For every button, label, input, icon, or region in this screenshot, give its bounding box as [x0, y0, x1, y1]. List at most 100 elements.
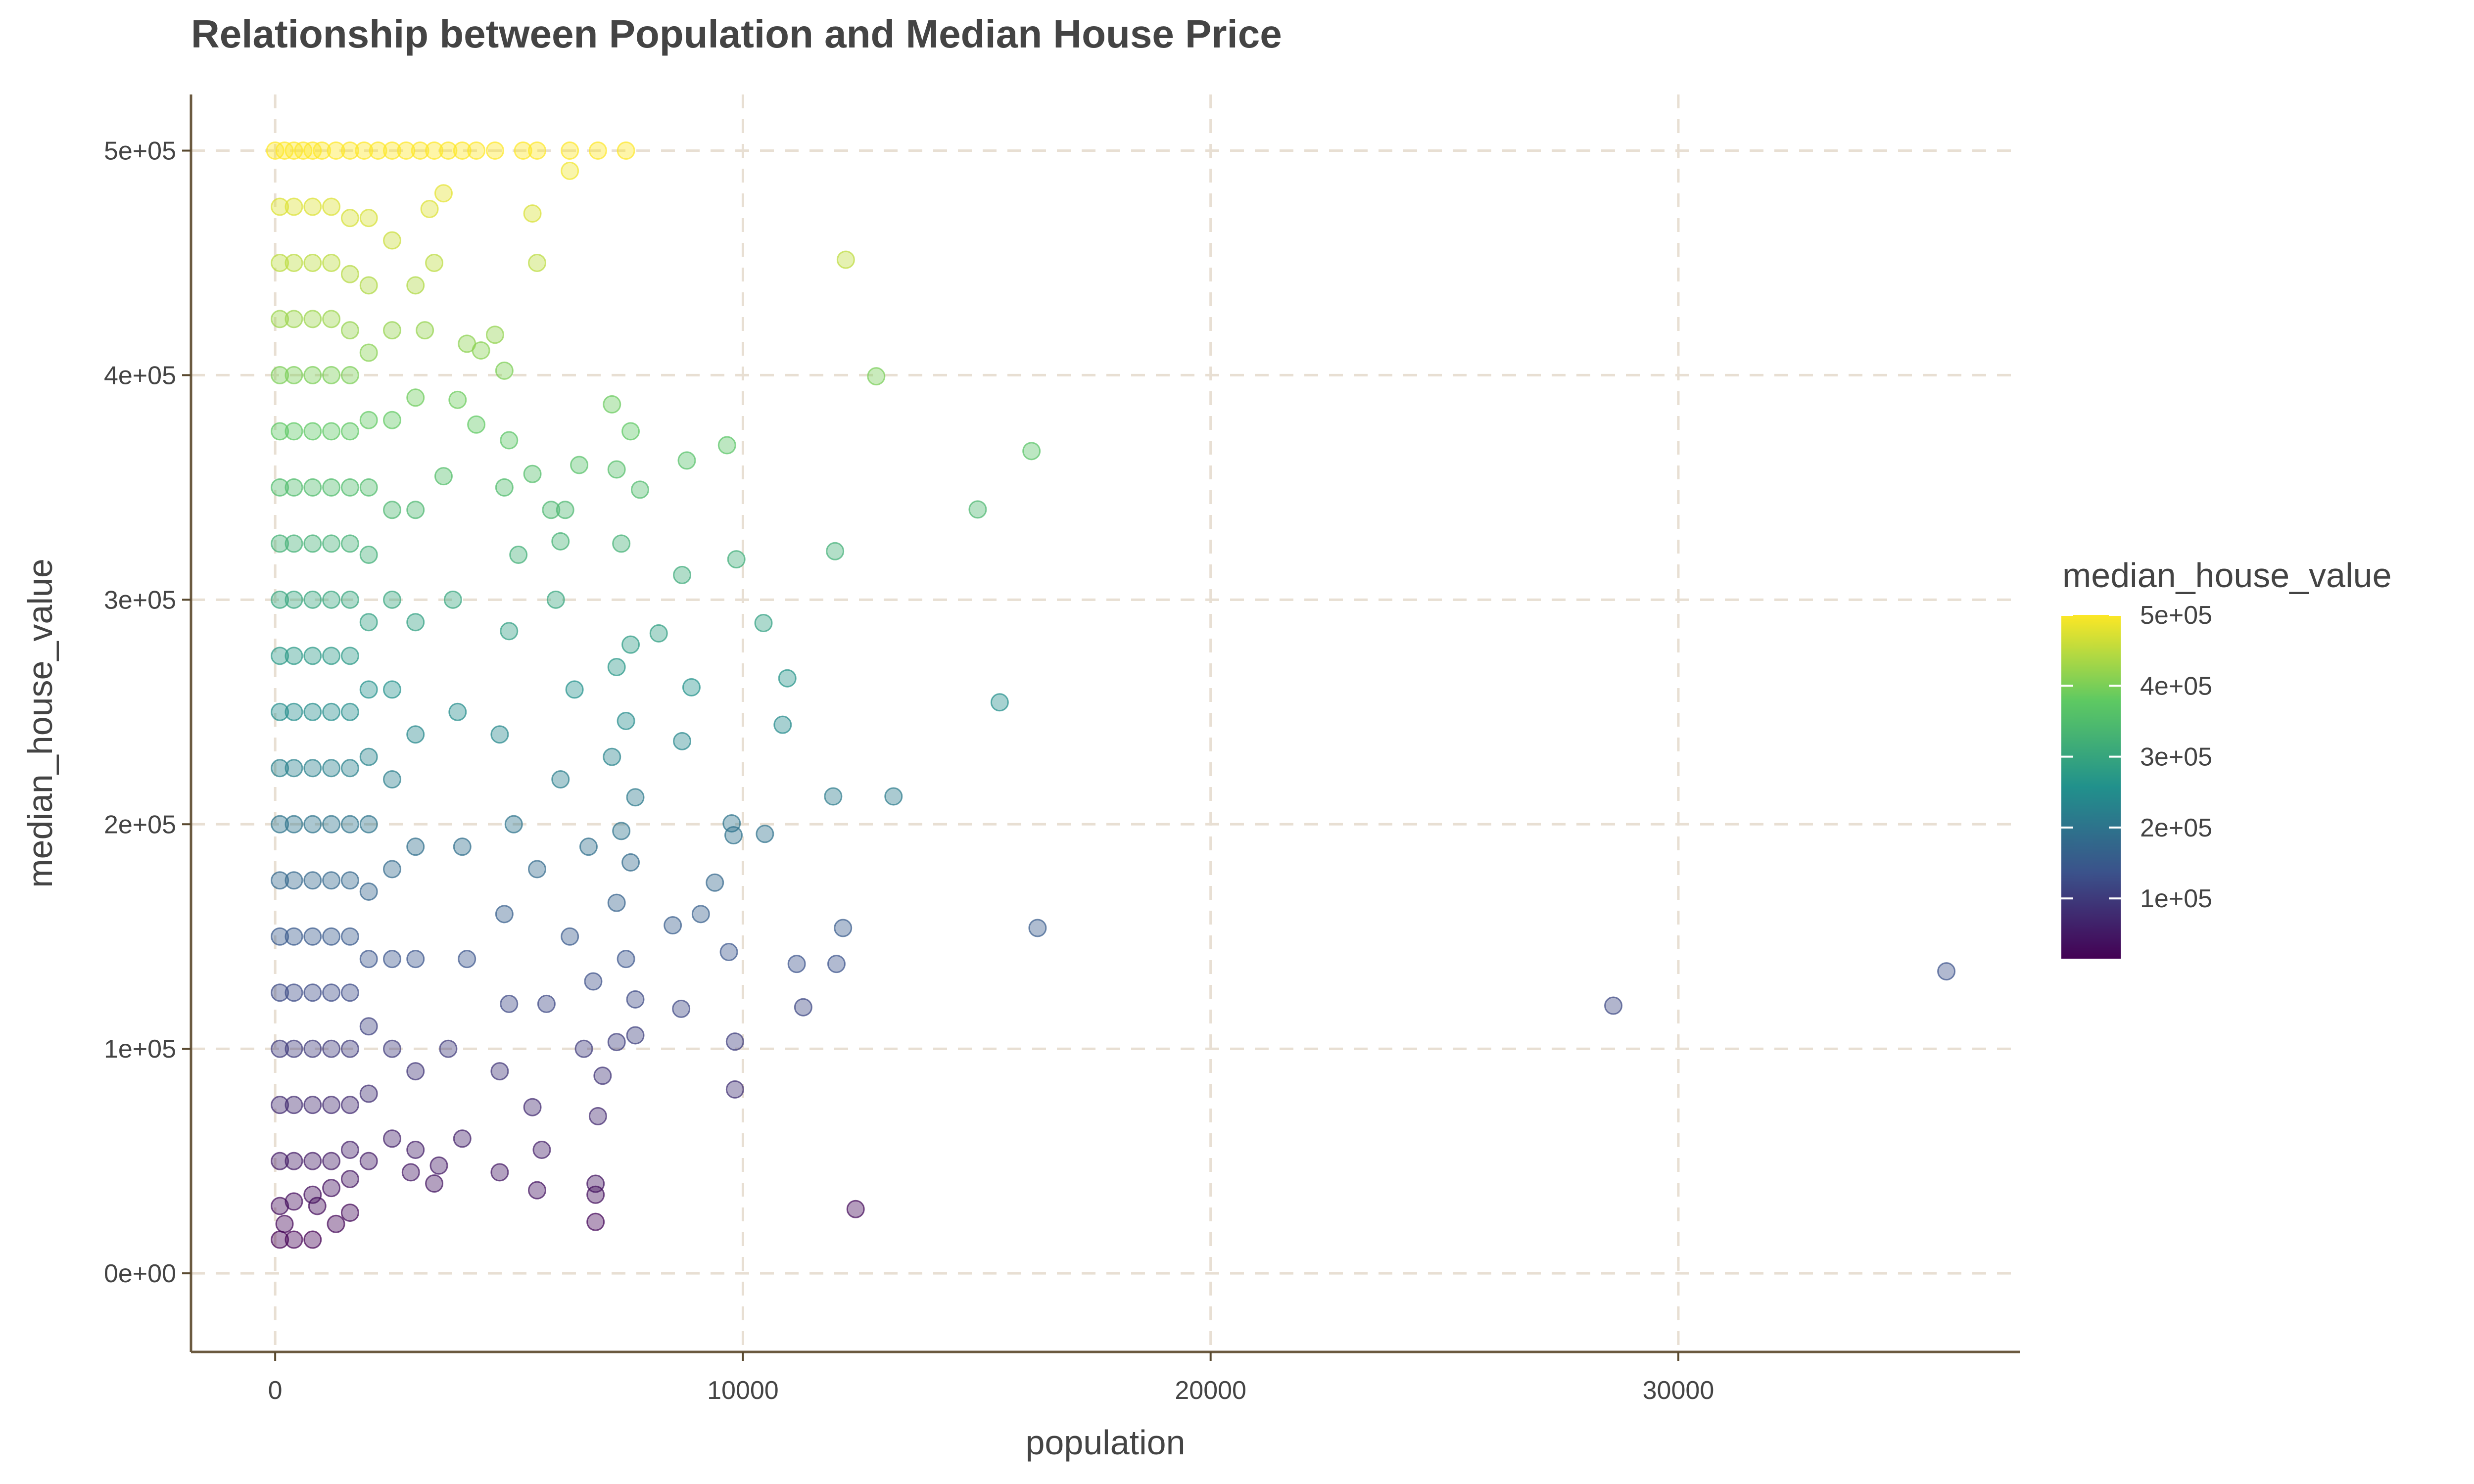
data-point	[322, 1039, 341, 1058]
data-point	[406, 837, 425, 856]
data-point	[621, 853, 640, 872]
data-point	[561, 141, 579, 160]
data-point	[724, 826, 743, 845]
data-point	[382, 411, 401, 429]
data-point	[453, 837, 472, 856]
data-point	[303, 983, 322, 1002]
data-point	[527, 1181, 546, 1200]
data-point	[285, 478, 303, 497]
data-point	[359, 478, 378, 497]
data-point	[382, 321, 401, 340]
data-point	[285, 534, 303, 553]
data-point	[458, 334, 476, 353]
data-point	[303, 197, 322, 216]
data-point	[303, 422, 322, 441]
data-point	[285, 759, 303, 778]
data-point	[285, 647, 303, 665]
data-point	[359, 343, 378, 362]
colorbar	[2061, 615, 2121, 959]
data-point	[406, 501, 425, 519]
data-point	[500, 994, 519, 1013]
x-tick-label: 30000	[1643, 1376, 1714, 1405]
data-point	[406, 388, 425, 407]
data-point	[827, 955, 846, 974]
data-point	[586, 1212, 605, 1231]
data-point	[303, 1152, 322, 1170]
data-point	[406, 276, 425, 295]
data-point	[271, 871, 289, 890]
data-point	[340, 321, 359, 340]
data-point	[500, 622, 519, 641]
data-point	[453, 1129, 472, 1148]
data-point	[322, 1096, 341, 1114]
data-point	[607, 460, 626, 479]
data-point	[649, 624, 668, 643]
data-point	[824, 787, 843, 806]
data-point	[439, 141, 458, 160]
data-point	[754, 614, 773, 633]
data-point	[382, 770, 401, 788]
data-point	[556, 501, 574, 519]
data-point	[322, 422, 341, 441]
data-point	[285, 1152, 303, 1170]
data-point	[285, 1192, 303, 1211]
x-axis-title: population	[1025, 1423, 1185, 1462]
data-point	[285, 1096, 303, 1114]
data-point	[303, 927, 322, 946]
data-point	[717, 436, 736, 455]
colorbar-tick-label: 1e+05	[2140, 884, 2212, 913]
data-point	[303, 1039, 322, 1058]
data-point	[382, 860, 401, 879]
data-point	[612, 822, 631, 840]
data-point	[303, 815, 322, 834]
data-point	[607, 893, 626, 912]
data-point	[411, 141, 429, 160]
data-point	[322, 759, 341, 778]
data-point	[303, 253, 322, 272]
y-tick-label: 0e+00	[104, 1259, 176, 1288]
data-point	[617, 141, 635, 160]
data-point	[303, 1185, 322, 1204]
data-point	[359, 209, 378, 228]
data-point	[359, 276, 378, 295]
data-point	[313, 141, 332, 160]
data-point	[884, 787, 903, 806]
data-point	[322, 478, 341, 497]
data-point	[397, 141, 416, 160]
data-point	[285, 590, 303, 609]
data-point	[271, 1197, 289, 1215]
data-point	[621, 422, 640, 441]
data-point	[527, 860, 546, 879]
x-tick-label: 0	[268, 1376, 283, 1405]
data-point	[495, 478, 514, 497]
data-point	[285, 815, 303, 834]
data-point	[382, 1129, 401, 1148]
data-point	[439, 1039, 458, 1058]
data-point	[778, 669, 797, 688]
data-point	[467, 415, 486, 434]
data-point	[612, 534, 631, 553]
data-point	[303, 1230, 322, 1249]
data-point	[340, 209, 359, 228]
data-point	[340, 141, 359, 160]
data-point	[406, 725, 425, 744]
data-point	[382, 141, 401, 160]
data-point	[322, 366, 341, 384]
data-point	[429, 1156, 448, 1175]
data-point	[322, 1152, 341, 1170]
data-point	[836, 250, 855, 269]
data-point	[271, 1096, 289, 1114]
data-point	[340, 647, 359, 665]
data-point	[826, 542, 845, 560]
axes	[190, 94, 2020, 1353]
data-point	[561, 927, 579, 946]
data-point	[285, 1039, 303, 1058]
data-point	[340, 1096, 359, 1114]
data-point	[271, 422, 289, 441]
data-point	[626, 1026, 645, 1045]
data-point	[691, 905, 710, 924]
data-point	[485, 325, 504, 344]
data-point	[448, 390, 467, 409]
data-point	[303, 478, 322, 497]
data-point	[1937, 962, 1956, 981]
